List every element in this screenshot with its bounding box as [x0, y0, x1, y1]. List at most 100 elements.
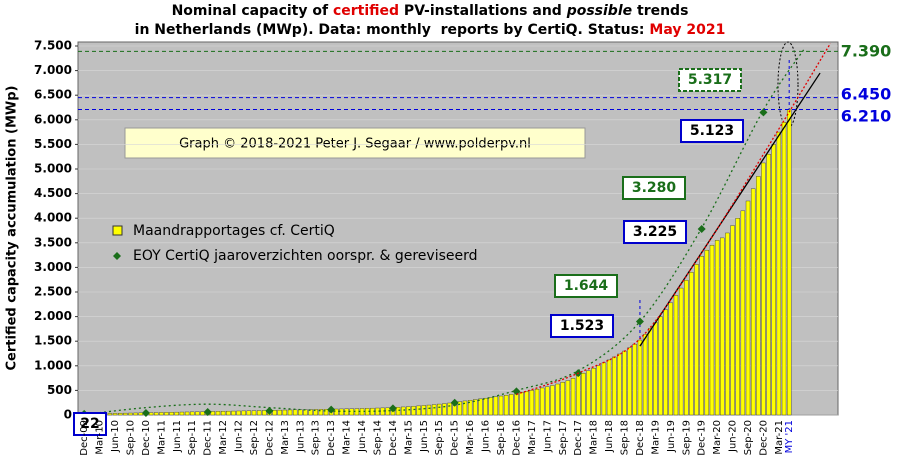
x-tick-label: Sep-12 [249, 420, 260, 455]
bar [478, 398, 483, 416]
y-tick-label: 7.500 [34, 39, 72, 53]
bar [534, 388, 540, 416]
bar [740, 210, 746, 416]
bar [359, 408, 365, 416]
diamond [265, 406, 274, 415]
bar [112, 413, 118, 416]
legend-swatch [112, 225, 123, 236]
bar [570, 378, 576, 416]
x-tick-label: Jun-18 [604, 420, 615, 453]
bar [467, 400, 473, 416]
bar [503, 395, 509, 416]
bar [339, 408, 344, 416]
bar [488, 397, 493, 416]
x-tick-label: Dec-10 [141, 420, 152, 456]
bar [606, 359, 612, 416]
bar [529, 390, 535, 416]
reference-label: 6.450 [841, 85, 892, 104]
title-line: in Netherlands (MWp). Data: monthly repo… [135, 22, 726, 38]
annotation-box [622, 176, 686, 200]
bar [184, 411, 190, 416]
x-tick-label: Mar-17 [527, 420, 538, 455]
bar [648, 328, 653, 416]
bar [668, 302, 674, 416]
reference-label: 6.210 [841, 107, 892, 126]
bar [699, 256, 704, 416]
bar [138, 412, 143, 416]
bar [514, 393, 519, 416]
x-tick-label: Mar-14 [342, 420, 353, 455]
x-tick-label: Mar-19 [650, 420, 661, 455]
title-part: in Netherlands (MWp). Data: monthly repo… [135, 22, 650, 38]
y-tick-label: 3.500 [34, 235, 72, 249]
bar [210, 411, 216, 416]
y-tick-label: 4.000 [34, 211, 72, 225]
bar [684, 279, 689, 416]
bar [323, 409, 329, 416]
annotation-box [554, 274, 618, 298]
bar [334, 408, 339, 416]
bar [308, 409, 313, 416]
x-tick-label: Sep-13 [311, 420, 322, 455]
bar [107, 413, 113, 416]
bar [226, 410, 231, 416]
bar [241, 410, 246, 416]
bar [154, 412, 159, 416]
bar [313, 409, 318, 416]
bar [277, 409, 282, 416]
y-tick-label: 5.500 [34, 137, 72, 151]
x-tick-label: Sep-17 [558, 420, 569, 455]
y-tick-label: 500 [47, 383, 72, 397]
x-tick-label: Sep-10 [125, 420, 136, 455]
title-part: Nominal capacity of [172, 3, 333, 19]
bar [745, 200, 751, 416]
bar [431, 404, 437, 416]
bar [483, 397, 488, 416]
reference-label: 7.390 [841, 42, 892, 61]
bar [704, 249, 710, 416]
bar [781, 122, 787, 416]
bar [462, 400, 468, 416]
x-tick-label: Jun-19 [666, 420, 677, 453]
annotation: 3.225 [633, 224, 677, 240]
x-tick-label: Mar-13 [280, 420, 291, 455]
x-tick-label: Mar-20 [712, 420, 723, 455]
annotation: 3.280 [632, 180, 677, 196]
bar [709, 245, 715, 416]
bar [231, 410, 236, 416]
bar [735, 217, 740, 416]
bar [653, 322, 658, 416]
legend-label: EOY CertiQ jaaroverzichten oorspr. & ger… [133, 248, 478, 264]
bar [262, 410, 267, 416]
bar [298, 409, 303, 416]
x-tick-label: Mar-11 [156, 420, 167, 455]
title-part: PV-installations and [399, 3, 567, 19]
bar [658, 316, 663, 416]
diamond [141, 409, 150, 418]
bar [612, 356, 617, 416]
bar [750, 188, 756, 416]
y-axis-label: Certified capacity accumulation (MWp) [5, 86, 20, 371]
x-tick-label: Dec-14 [388, 420, 399, 456]
annotation: 5.317 [688, 72, 732, 88]
bar [128, 412, 133, 416]
bar [416, 405, 421, 416]
bar [215, 411, 221, 416]
title-part: May 2021 [649, 22, 725, 38]
x-tick-label: Sep-11 [187, 420, 198, 455]
y-tick-label: 3.000 [34, 260, 72, 274]
diamond [450, 398, 459, 407]
bar [627, 347, 632, 416]
x-tick-label: Sep-14 [372, 420, 383, 455]
x-tick-label: Dec-15 [450, 420, 461, 456]
y-tick-label: 0 [64, 408, 72, 422]
bar [251, 410, 257, 416]
y-tick-label: 6.000 [34, 112, 72, 126]
x-tick-label: Jun-17 [542, 420, 553, 453]
x-tick-label: Jun-14 [357, 420, 368, 453]
bar [437, 403, 442, 416]
bar [159, 412, 164, 416]
bar [632, 343, 637, 416]
bar [730, 225, 735, 416]
bar [622, 350, 627, 416]
